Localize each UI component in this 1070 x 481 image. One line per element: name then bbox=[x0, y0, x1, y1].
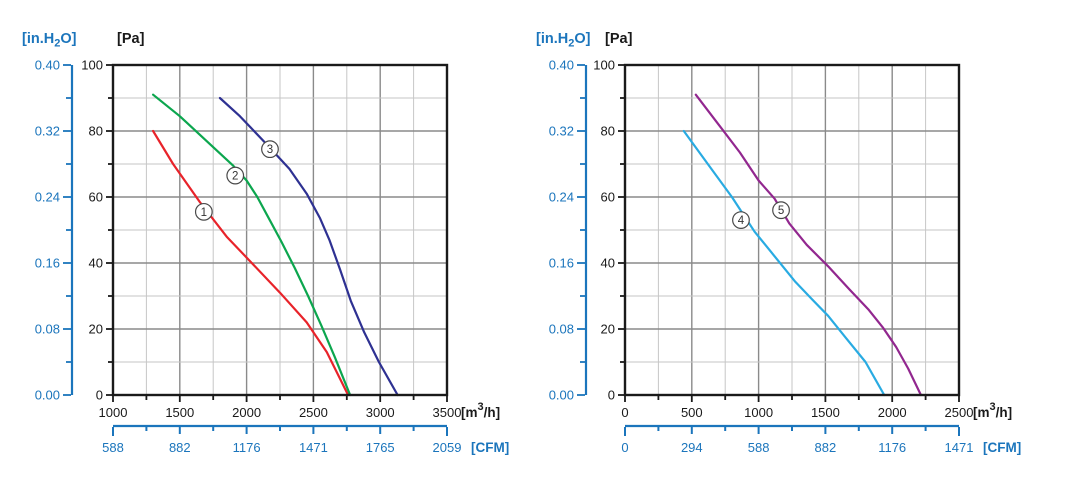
pa-axis-title: [Pa] bbox=[605, 31, 633, 47]
pa-tick-label: 20 bbox=[601, 322, 615, 337]
m3h-tick-label: 1500 bbox=[165, 405, 194, 420]
curve-1-marker-number: 1 bbox=[201, 207, 207, 219]
m3h-tick-label: 1000 bbox=[744, 405, 773, 420]
x-axis-title: [m3/h] bbox=[973, 401, 1012, 420]
inh2o-tick-label: 0.40 bbox=[35, 58, 60, 73]
pa-tick-label: 40 bbox=[89, 256, 103, 271]
m3h-tick-label: 0 bbox=[621, 405, 628, 420]
curve-3-marker: 3 bbox=[261, 140, 279, 159]
pa-tick-label: 40 bbox=[601, 256, 615, 271]
curve-4 bbox=[682, 129, 886, 397]
curve-1 bbox=[152, 129, 350, 397]
pa-axis: 0 20 40 60 80 100 bbox=[593, 58, 624, 403]
pa-tick-label: 80 bbox=[601, 124, 615, 139]
m3h-tick-label: 2500 bbox=[945, 405, 974, 420]
inh2o-scale: 0.00 0.08 0.16 0.24 0.32 0.40 bbox=[549, 58, 588, 403]
pa-tick-label: 100 bbox=[593, 58, 615, 73]
grid bbox=[113, 65, 447, 395]
plot-border bbox=[623, 63, 961, 397]
curve-4-marker-number: 4 bbox=[738, 215, 745, 227]
curve-3 bbox=[218, 96, 399, 397]
pa-tick-label: 80 bbox=[89, 124, 103, 139]
curve-3-marker-circle bbox=[261, 140, 279, 159]
cfm-tick-label: 1176 bbox=[233, 440, 261, 455]
cfm-tick-label: 1765 bbox=[366, 440, 395, 455]
inh2o-tick-label: 0.16 bbox=[549, 256, 574, 271]
curve-5-marker-circle bbox=[772, 201, 790, 220]
m3h-tick-label: 1500 bbox=[811, 405, 840, 420]
inh2o-tick-label: 0.24 bbox=[549, 190, 574, 205]
m3h-axis: 1000 1500 2000 2500 3000 3500 [m3/h] bbox=[99, 396, 500, 420]
inh2o-scale: 0.00 0.08 0.16 0.24 0.32 0.40 bbox=[35, 58, 74, 403]
inh2o-axis-title: [in.H2O] bbox=[536, 31, 591, 50]
curve-4-marker-circle bbox=[732, 211, 750, 230]
curve-1-marker-circle bbox=[194, 202, 213, 221]
curve-5-marker-number: 5 bbox=[778, 205, 784, 217]
pa-tick-label: 60 bbox=[601, 190, 615, 205]
cfm-tick-label: 882 bbox=[169, 440, 191, 455]
cfm-tick-label: 0 bbox=[621, 440, 628, 455]
chart-left: 0 20 40 60 80 100 1000 1500 2000 2500 3000 3500 [m3/… bbox=[22, 31, 509, 455]
curve-5 bbox=[694, 93, 923, 397]
cfm-tick-label: 1176 bbox=[878, 440, 906, 455]
cfm-tick-label: 294 bbox=[681, 440, 703, 455]
pa-tick-label: 100 bbox=[81, 58, 103, 73]
pa-axis: 0 20 40 60 80 100 bbox=[81, 58, 112, 403]
cfm-tick-label: 1471 bbox=[945, 440, 974, 455]
m3h-tick-label: 3500 bbox=[433, 405, 462, 420]
pa-axis-title: [Pa] bbox=[117, 31, 145, 47]
curve-2-marker: 2 bbox=[226, 166, 245, 185]
plot-border bbox=[111, 63, 449, 397]
curve-2 bbox=[152, 93, 352, 397]
m3h-tick-label: 500 bbox=[681, 405, 703, 420]
cfm-tick-label: 2059 bbox=[433, 440, 462, 455]
pa-tick-label: 0 bbox=[608, 388, 615, 403]
inh2o-tick-label: 0.32 bbox=[35, 124, 60, 139]
cfm-tick-label: 588 bbox=[748, 440, 770, 455]
inh2o-tick-label: 0.08 bbox=[549, 322, 574, 337]
cfm-axis-title: [CFM] bbox=[983, 440, 1021, 455]
curve-1-marker: 1 bbox=[194, 202, 213, 221]
m3h-tick-label: 3000 bbox=[366, 405, 395, 420]
m3h-tick-label: 2000 bbox=[878, 405, 907, 420]
inh2o-tick-label: 0.24 bbox=[35, 190, 60, 205]
pa-tick-label: 0 bbox=[96, 388, 103, 403]
cfm-scale: 0 294 588 882 1176 1471 [CFM] bbox=[621, 424, 1021, 455]
cfm-axis-title: [CFM] bbox=[471, 440, 509, 455]
inh2o-axis-title: [in.H2O] bbox=[22, 31, 77, 50]
inh2o-tick-label: 0.08 bbox=[35, 322, 60, 337]
cfm-tick-label: 588 bbox=[102, 440, 124, 455]
curve-2-marker-circle bbox=[226, 166, 245, 185]
m3h-tick-label: 2000 bbox=[232, 405, 261, 420]
m3h-axis: 0 500 1000 1500 2000 2500 [m3/h] bbox=[621, 396, 1012, 420]
pa-tick-label: 60 bbox=[89, 190, 103, 205]
inh2o-tick-label: 0.40 bbox=[549, 58, 574, 73]
curve-4-marker: 4 bbox=[732, 211, 750, 230]
inh2o-tick-label: 0.00 bbox=[549, 388, 574, 403]
inh2o-tick-label: 0.16 bbox=[35, 256, 60, 271]
x-axis-title: [m3/h] bbox=[461, 401, 500, 420]
m3h-tick-label: 1000 bbox=[99, 405, 128, 420]
pa-tick-label: 20 bbox=[89, 322, 103, 337]
curve-2-marker-number: 2 bbox=[232, 171, 238, 183]
cfm-tick-label: 882 bbox=[815, 440, 837, 455]
cfm-tick-label: 1471 bbox=[299, 440, 328, 455]
m3h-tick-label: 2500 bbox=[299, 405, 328, 420]
grid bbox=[625, 65, 959, 395]
inh2o-tick-label: 0.32 bbox=[549, 124, 574, 139]
inh2o-tick-label: 0.00 bbox=[35, 388, 60, 403]
curve-5-marker: 5 bbox=[772, 201, 790, 220]
curve-3-marker-number: 3 bbox=[267, 144, 273, 156]
cfm-scale: 588 882 1176 1471 1765 2059 [CFM] bbox=[102, 424, 509, 455]
